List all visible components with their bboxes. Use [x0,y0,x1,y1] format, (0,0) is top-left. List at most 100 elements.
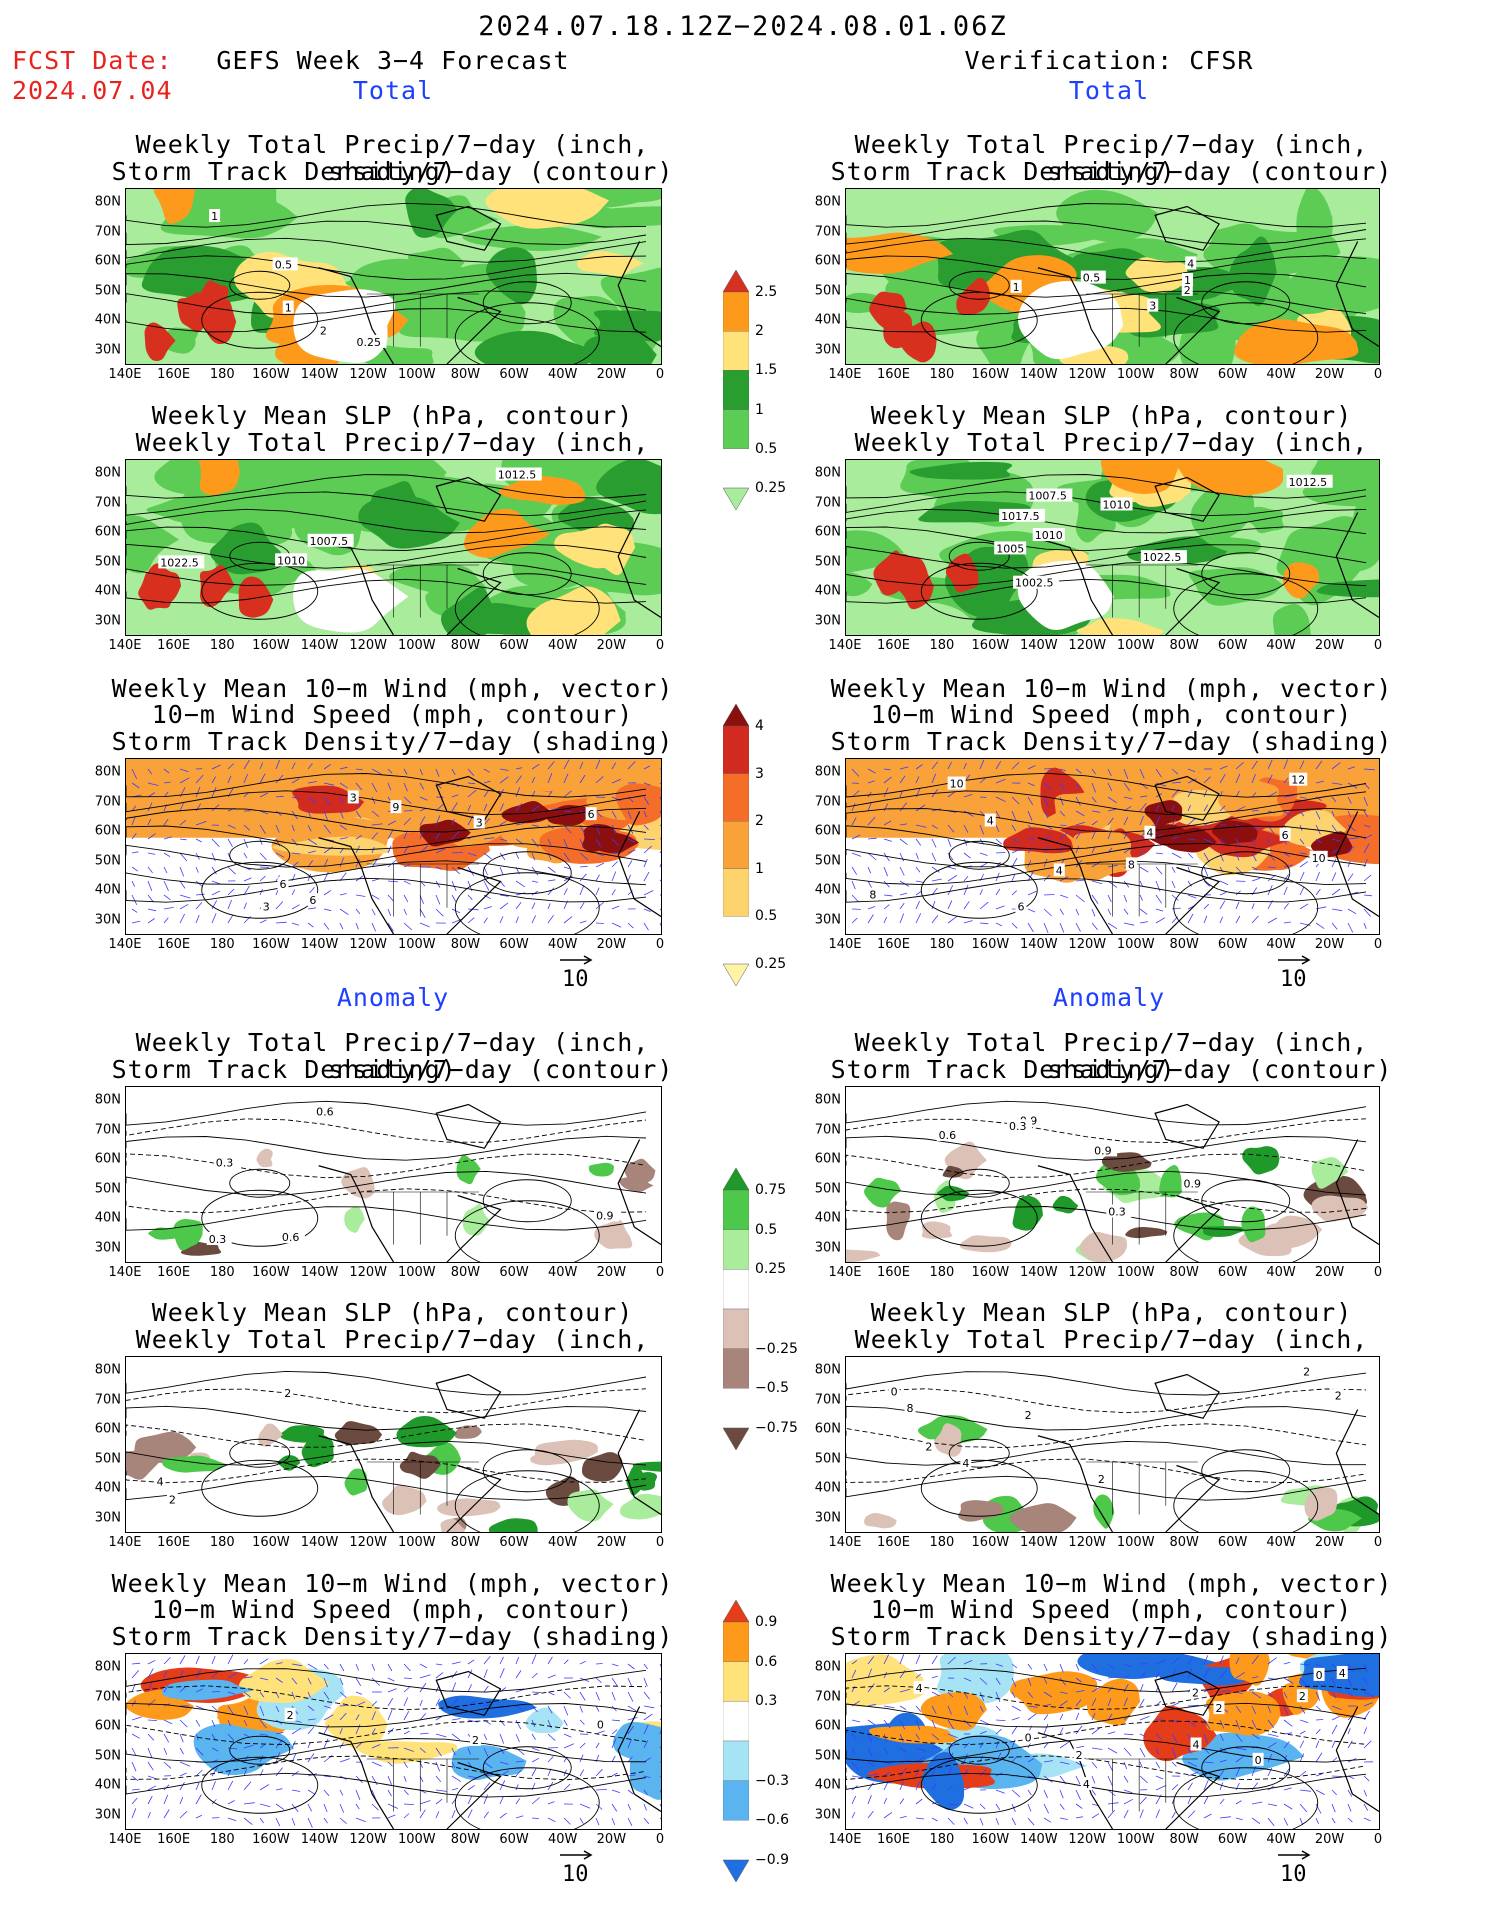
longitude-tick: 120W [1068,367,1107,382]
longitude-tick: 0 [655,1832,665,1847]
longitude-tick: 40W [1266,1535,1296,1550]
anomaly-shading [1125,1226,1168,1239]
longitude-tick: 80W [450,1535,481,1550]
precip-shading [238,576,274,618]
latitude-tick: 40N [94,312,121,328]
latitude-tick: 30N [814,342,841,357]
panel-title-line: Weekly Mean SLP (hPa, contour) [870,401,1353,430]
precip-shading [1296,189,1333,250]
panel-title-line: Storm Track Density/7−day (contour) [111,156,674,186]
longitude-tick: 160W [252,937,290,952]
contour-label: 0.9 [596,1210,614,1223]
latitude-tick: 60N [94,1718,121,1734]
coastlines [1037,775,1379,934]
verification-map-1: 1 3 4 2 1 0.5 [845,188,1380,365]
anomaly-label-left: Anomaly [336,983,450,1012]
latitude-tick: 50N [94,1451,121,1466]
anomaly-shading [1077,1654,1219,1680]
anomaly-shading [1241,1206,1266,1243]
panel-title-line: 10−m Wind Speed (mph, contour) [151,700,634,729]
panel-title-line: Storm Track Density/7−day (shading) [111,726,674,756]
longitude-tick: 180 [929,937,955,952]
longitude-tick: 140E [828,367,862,382]
contour-label: 2 [284,1387,291,1400]
longitude-tick: 40W [1266,1265,1296,1280]
longitude-tick: 20W [596,1832,627,1847]
coastlines [318,1670,661,1829]
longitude-tick: 60W [499,1832,529,1847]
latitude-tick: 50N [94,554,121,569]
anomaly-shading [1009,1503,1077,1532]
precip-shading [144,322,176,362]
contour-label: 2 [472,1734,479,1747]
verification-map-5: 642820222 [845,1356,1380,1533]
longitude-tick: 160W [252,1535,290,1550]
verification-title: Verification: CFSR [964,46,1254,75]
track-shading [292,785,365,814]
longitude-tick: 140W [1019,937,1058,952]
longitude-tick: 160W [971,1832,1010,1847]
longitude-tick: 120W [349,1535,388,1550]
precip-shading [613,189,661,203]
contour-lines [846,474,1367,635]
longitude-tick: 20W [1314,937,1345,952]
longitude-tick: 0 [655,937,665,952]
forecast-map-2: 1010 1007.5 1022.5 1012.5 [125,459,662,636]
period-title: 2024.07.18.12Z−2024.08.01.06Z [478,11,1008,42]
longitude-tick: 0 [655,1535,665,1550]
longitude-tick: 40W [548,1265,578,1280]
wind-vectors [131,759,661,932]
longitude-tick: 120W [349,1265,388,1280]
precip-shading [1056,189,1159,243]
longitude-tick: 0 [655,638,665,653]
longitude-tick: 20W [596,638,627,653]
longitude-tick: 100W [397,1265,436,1280]
longitude-tick: 160W [971,1265,1010,1280]
track-shading [1003,827,1074,854]
anomaly-shading [358,1741,458,1764]
total-label-right: Total [1068,76,1150,105]
colorbar-label: 3 [755,765,764,782]
anomaly-shading [277,1455,301,1471]
latitude-tick: 40N [94,1480,121,1496]
panel-title-line: 10−m Wind Speed (mph, contour) [870,1595,1353,1624]
longitude-tick: 100W [1116,1265,1155,1280]
longitude-tick: 140W [300,638,339,653]
colorbar-precip_anom [722,1167,750,1451]
colorbar-label: −0.3 [755,1772,789,1789]
contour-label: 1002.5 [1015,577,1054,590]
anomaly-shading [1242,1146,1280,1175]
colorbar-precip_total [722,269,750,511]
longitude-tick: 40W [1266,937,1296,952]
precip-shading [600,267,661,314]
longitude-tick: 140E [108,638,142,653]
contour-label: 3 [1149,300,1156,313]
precip-shading [464,508,551,558]
contour-label: 0 [891,1385,898,1398]
latitude-tick: 80N [814,764,841,780]
panel-title-line: 10−m Wind Speed (mph, contour) [151,1595,634,1624]
contour-label: 4 [962,1457,969,1470]
contour-lines [126,773,647,934]
longitude-tick: 160E [157,1265,191,1280]
longitude-tick: 20W [1314,1265,1345,1280]
longitude-tick: 60W [1217,1265,1248,1280]
precip-shading [474,330,615,364]
latitude-tick: 50N [814,554,841,569]
contour-lines [846,772,1367,934]
precip-shading [596,460,661,515]
longitude-tick: 120W [1068,1535,1107,1550]
colorbar-label: 0.6 [755,1653,778,1670]
latitude-tick: 60N [814,524,841,540]
contour-label: 0.5 [275,258,293,271]
contour-label: 2 [1025,1409,1032,1422]
anomaly-shading [846,1249,881,1262]
latitude-tick: 80N [94,1659,121,1675]
latitude-tick: 40N [94,1210,121,1226]
contour-label: 2 [1303,1366,1310,1379]
colorbar-label: 1 [755,401,764,418]
longitude-tick: 60W [1217,638,1248,653]
verification-map-3: 6 4 8 6 12 4 4 8 10 10 [845,758,1380,935]
contour-label: 4 [157,1476,164,1489]
longitude-tick: 160E [876,638,910,653]
